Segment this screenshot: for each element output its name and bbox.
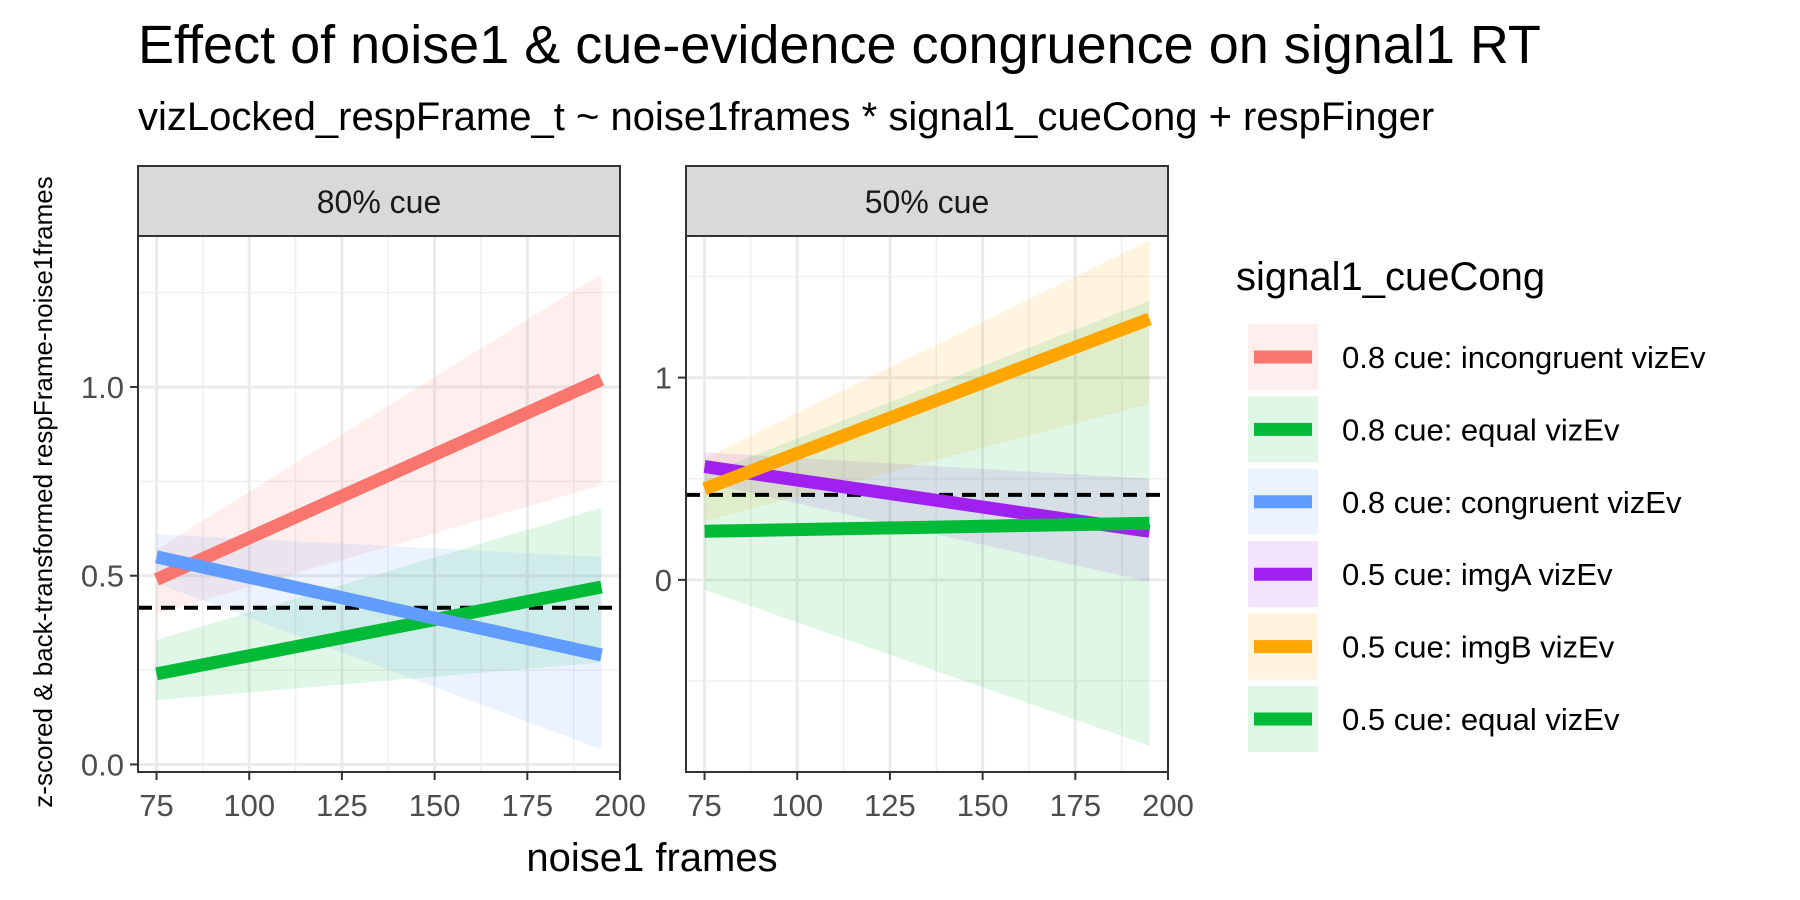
series-line xyxy=(702,312,1152,495)
x-tick-label: 75 xyxy=(139,788,173,823)
x-tick-label: 150 xyxy=(957,788,1009,823)
x-tick-label: 125 xyxy=(316,788,368,823)
chart-title: Effect of noise1 & cue-evidence congruen… xyxy=(138,15,1541,75)
panel-80-cue: 80% cue 75 100 125 150 175 200 0.0 0.5 1.0 xyxy=(81,165,646,823)
plot-background xyxy=(138,236,620,772)
panel-border xyxy=(137,235,621,773)
series-line xyxy=(704,516,1150,538)
x-tick-label: 200 xyxy=(594,788,646,823)
series-line xyxy=(155,550,603,662)
plot-area xyxy=(138,273,620,750)
panel-border xyxy=(685,235,1169,773)
x-tick-label: 200 xyxy=(1142,788,1194,823)
x-tick-label: 75 xyxy=(687,788,721,823)
panel-strip xyxy=(137,165,621,237)
y-tick-label: 1 xyxy=(655,361,672,396)
legend: signal1_cueCong 0.8 cue: incongruent viz… xyxy=(1236,255,1706,752)
legend-label: 0.5 cue: imgB vizEv xyxy=(1342,630,1615,665)
legend-title: signal1_cueCong xyxy=(1236,255,1545,299)
x-tick-label: 125 xyxy=(864,788,916,823)
x-tick-label: 100 xyxy=(771,788,823,823)
y-tick-label: 0.5 xyxy=(81,559,124,594)
chart-subtitle: vizLocked_respFrame_t ~ noise1frames * s… xyxy=(138,95,1434,139)
legend-label: 0.5 cue: imgA vizEv xyxy=(1342,557,1613,592)
y-axis-title: z-scored & back-transformed respFrame-no… xyxy=(28,176,58,807)
x-tick-label: 100 xyxy=(223,788,275,823)
panel-strip xyxy=(685,165,1169,237)
y-tick-label: 0 xyxy=(655,563,672,598)
legend-label: 0.5 cue: equal vizEv xyxy=(1342,702,1620,737)
legend-label: 0.8 cue: incongruent vizEv xyxy=(1342,340,1706,375)
plot-area xyxy=(686,240,1168,746)
x-tick-label: 175 xyxy=(501,788,553,823)
panel-strip-label: 50% cue xyxy=(865,184,990,220)
legend-label: 0.8 cue: equal vizEv xyxy=(1342,412,1620,447)
x-tick-label: 175 xyxy=(1049,788,1101,823)
series-line xyxy=(153,373,605,586)
series-line xyxy=(155,580,603,681)
x-tick-label: 150 xyxy=(409,788,461,823)
panel-50-cue: 50% cue 75 100 125 150 175 200 0 1 xyxy=(655,165,1194,823)
x-axis-title: noise1 frames xyxy=(526,836,777,880)
panel-strip-label: 80% cue xyxy=(317,184,442,220)
y-tick-label: 1.0 xyxy=(81,370,124,405)
y-tick-label: 0.0 xyxy=(81,747,124,782)
legend-label: 0.8 cue: congruent vizEv xyxy=(1342,485,1682,520)
